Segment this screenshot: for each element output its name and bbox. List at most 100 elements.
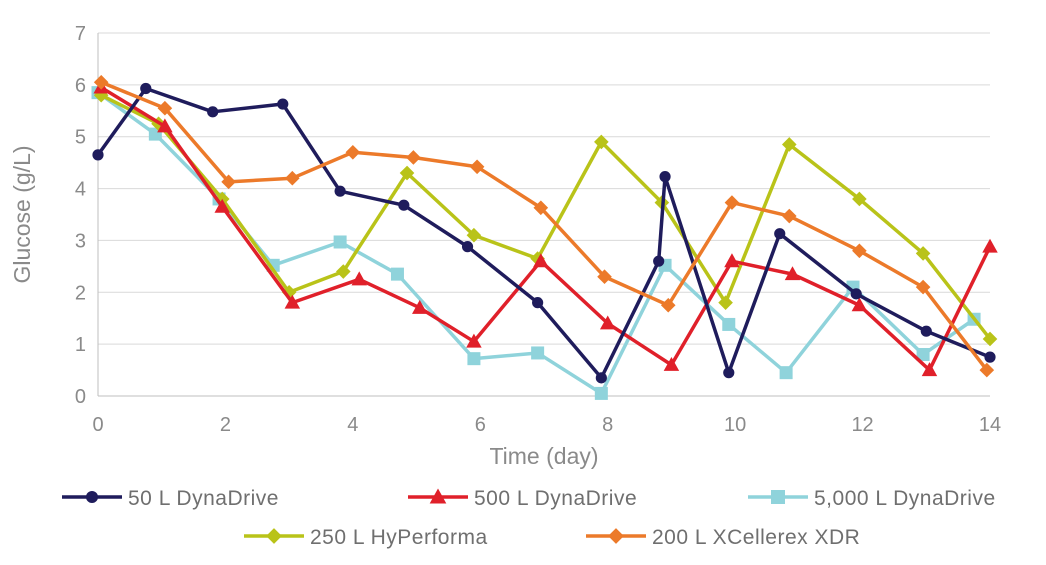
- data-point: [140, 82, 152, 95]
- data-point: [984, 351, 996, 363]
- legend-marker: [771, 490, 785, 504]
- data-point: [722, 317, 736, 331]
- data-point: [532, 297, 544, 309]
- data-point: [595, 372, 607, 384]
- data-point: [221, 174, 236, 190]
- y-tick-label: 2: [75, 282, 86, 304]
- data-point: [469, 159, 485, 175]
- data-point: [982, 238, 998, 253]
- x-axis-title: Time (day): [489, 443, 598, 469]
- y-tick-label: 1: [75, 334, 86, 356]
- data-point: [333, 235, 347, 249]
- x-tick-label: 12: [851, 414, 873, 436]
- data-point: [594, 134, 609, 150]
- y-axis-title: Glucose (g/L): [9, 145, 35, 283]
- data-point: [723, 367, 735, 379]
- x-tick-label: 2: [220, 414, 231, 436]
- data-point: [850, 288, 862, 300]
- series-500-l-dynadrive: [93, 79, 998, 377]
- x-tick-label: 8: [602, 414, 613, 436]
- data-point: [461, 241, 474, 253]
- legend-label: 50 L DynaDrive: [128, 487, 279, 510]
- legend-item: 5,000 L DynaDrive: [748, 487, 996, 510]
- data-point: [412, 299, 428, 314]
- data-point: [653, 255, 665, 267]
- legend-item: 50 L DynaDrive: [62, 487, 279, 510]
- y-tick-label: 6: [75, 75, 86, 97]
- data-point: [345, 144, 361, 160]
- data-point: [93, 74, 109, 90]
- y-tick-label: 4: [75, 179, 86, 201]
- data-point: [399, 165, 415, 181]
- legend-item: 500 L DynaDrive: [408, 487, 637, 510]
- data-point: [724, 195, 740, 210]
- legend-marker: [85, 490, 99, 504]
- legend-marker: [266, 528, 282, 544]
- data-point: [406, 150, 421, 165]
- data-point: [533, 253, 549, 268]
- data-point: [921, 362, 938, 377]
- legend-label: 500 L DynaDrive: [474, 487, 637, 510]
- data-point: [214, 198, 230, 213]
- data-point: [599, 315, 616, 330]
- data-point: [92, 149, 104, 161]
- data-point: [852, 243, 867, 259]
- y-tick-label: 7: [75, 23, 86, 45]
- data-point: [207, 106, 219, 118]
- data-point: [724, 253, 740, 268]
- data-point: [335, 264, 351, 279]
- data-point: [531, 346, 545, 360]
- data-point: [851, 297, 868, 312]
- series-line: [96, 86, 991, 380]
- data-point: [597, 269, 612, 285]
- data-point: [157, 118, 173, 133]
- x-tick-label: 0: [92, 414, 103, 436]
- x-tick-label: 6: [475, 414, 486, 436]
- data-point: [915, 246, 931, 261]
- data-point: [594, 386, 608, 400]
- data-point: [277, 98, 289, 110]
- data-point: [982, 331, 998, 347]
- data-point: [920, 325, 932, 337]
- y-tick-label: 5: [75, 127, 86, 149]
- legend-marker: [608, 528, 624, 544]
- data-point: [466, 333, 482, 348]
- data-point: [390, 267, 404, 281]
- data-point: [533, 200, 549, 216]
- legend: 50 L DynaDrive 500 L DynaDrive 5,000 L Dyn…: [62, 487, 996, 549]
- legend-item: 200 L XCellerex XDR: [586, 526, 860, 549]
- data-point: [467, 352, 481, 366]
- series-layer: [91, 74, 998, 400]
- data-point: [979, 362, 995, 378]
- legend-label: 200 L XCellerex XDR: [652, 526, 860, 549]
- data-point: [285, 170, 300, 186]
- data-point: [779, 366, 793, 380]
- series-200-l-xcellerex-xdr: [93, 74, 995, 378]
- legend-marker: [429, 488, 447, 504]
- legend-label: 5,000 L DynaDrive: [814, 487, 996, 510]
- x-tick-label: 10: [724, 414, 746, 436]
- data-point: [466, 227, 482, 243]
- x-tick-label: 14: [979, 414, 1001, 436]
- data-point: [718, 295, 733, 310]
- series-line: [100, 80, 989, 372]
- x-tick-label: 4: [347, 414, 358, 436]
- data-point: [157, 100, 173, 116]
- data-point: [660, 297, 676, 313]
- data-point: [284, 294, 301, 309]
- data-point: [659, 171, 671, 183]
- legend-item: 250 L HyPerforma: [244, 526, 488, 549]
- legend-label: 250 L HyPerforma: [310, 526, 488, 549]
- data-point: [781, 208, 797, 224]
- data-point: [915, 279, 931, 295]
- y-tick-label: 0: [75, 386, 86, 408]
- y-tick-label: 3: [75, 230, 86, 252]
- data-point: [774, 228, 786, 240]
- data-point: [852, 191, 867, 207]
- data-point: [351, 271, 367, 286]
- series-line: [100, 85, 992, 372]
- series-50-l-dynadrive: [92, 82, 996, 384]
- data-point: [334, 185, 346, 197]
